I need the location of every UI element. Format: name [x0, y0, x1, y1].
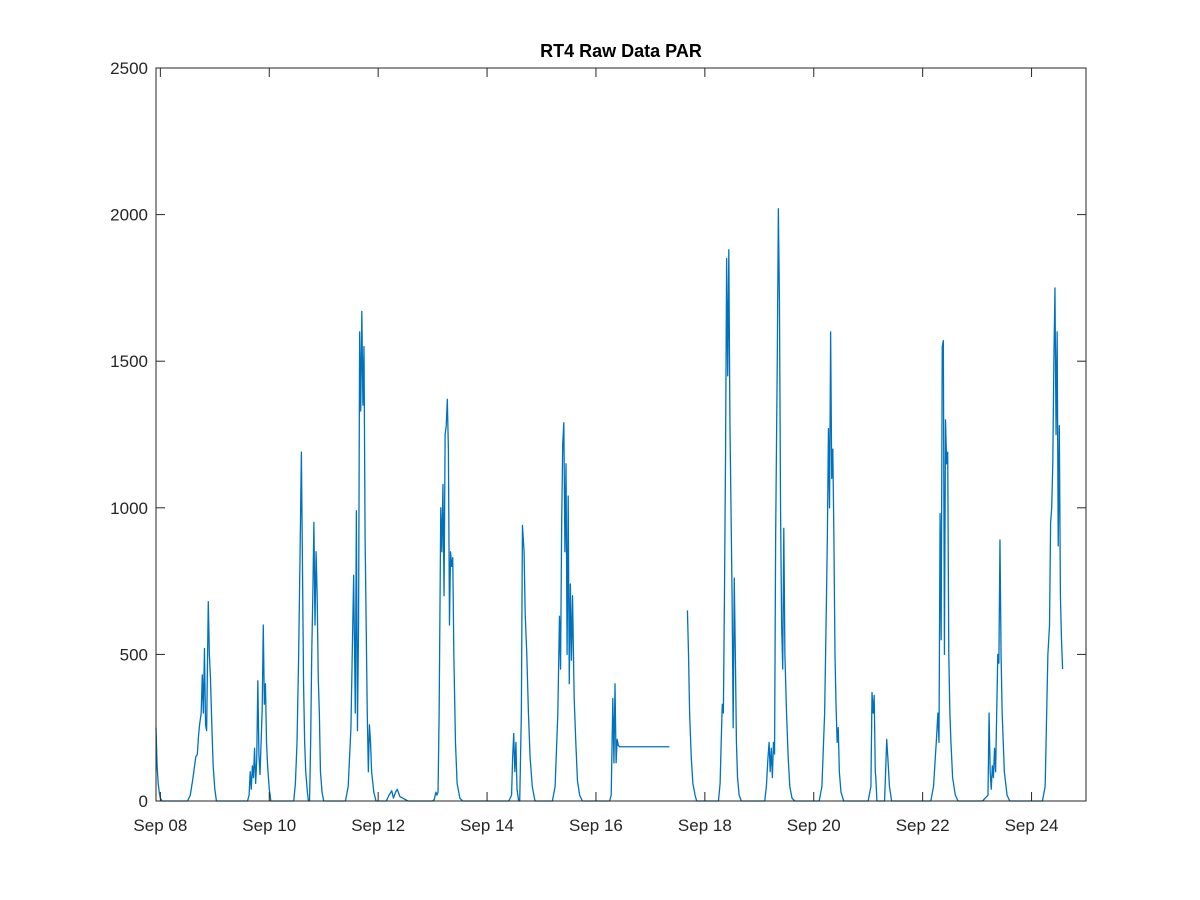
axes-box	[155, 67, 1087, 802]
x-tick-label: Sep 12	[351, 816, 405, 835]
x-tick-label: Sep 24	[1005, 816, 1059, 835]
y-tick-label: 2000	[110, 206, 148, 225]
y-tick-label: 500	[120, 645, 148, 664]
x-tick-label: Sep 14	[460, 816, 514, 835]
y-tick-label: 2500	[110, 59, 148, 78]
x-tick-label: Sep 10	[242, 816, 296, 835]
y-tick-label: 1000	[110, 499, 148, 518]
series-line-segment-1	[155, 310, 670, 802]
x-tick-label: Sep 08	[133, 816, 187, 835]
x-tick-label: Sep 20	[787, 816, 841, 835]
x-tick-label: Sep 22	[896, 816, 950, 835]
axes-layer: Sep 08 Sep 10 Sep 12 Sep 14 Sep 16 Sep 18 Sep …	[110, 59, 1087, 835]
y-tick-label: 0	[139, 792, 148, 811]
x-tick-label: Sep 16	[569, 816, 623, 835]
chart-title: RT4 Raw Data PAR	[540, 41, 702, 61]
y-tick-label: 1500	[110, 352, 148, 371]
x-tick-label: Sep 18	[678, 816, 732, 835]
